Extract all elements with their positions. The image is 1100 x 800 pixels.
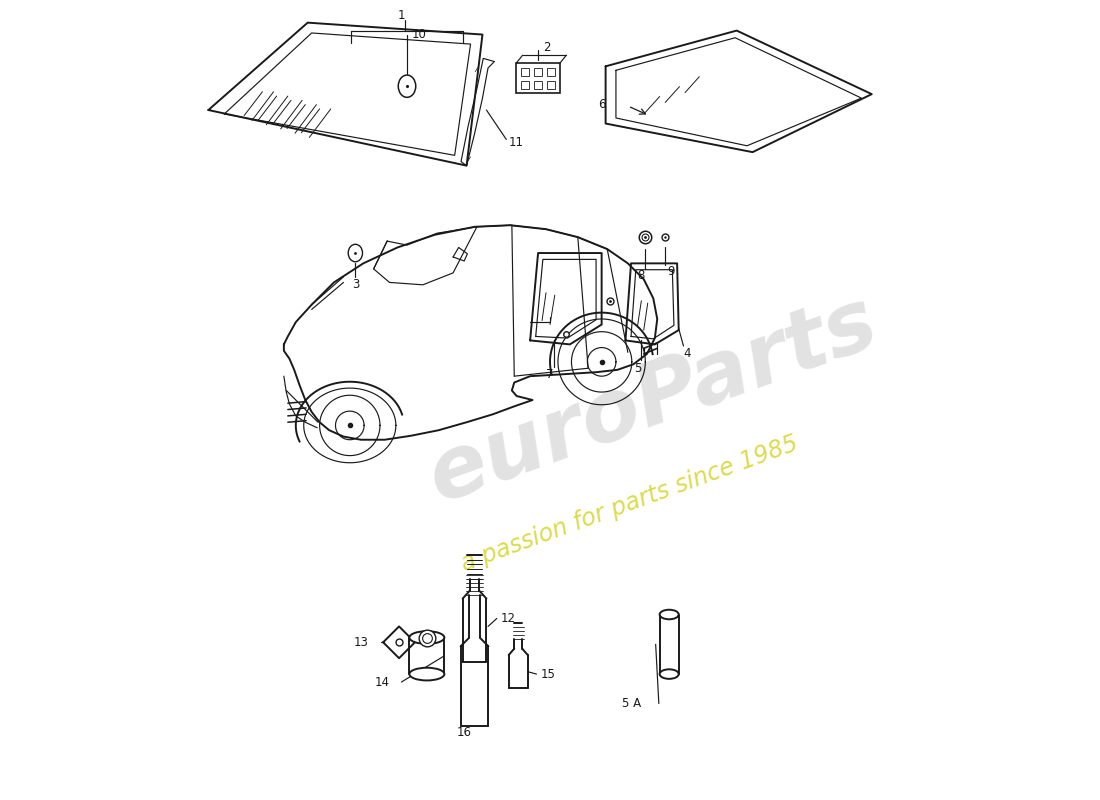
Text: 10: 10 — [411, 28, 427, 41]
Text: 16: 16 — [456, 726, 472, 738]
Text: 11: 11 — [508, 136, 524, 149]
Text: euroParts: euroParts — [417, 280, 889, 520]
FancyBboxPatch shape — [516, 63, 560, 94]
Bar — [535, 81, 542, 89]
Ellipse shape — [409, 631, 444, 644]
Bar — [547, 68, 554, 76]
Text: 8: 8 — [638, 269, 645, 282]
Ellipse shape — [398, 75, 416, 98]
Text: 2: 2 — [543, 41, 550, 54]
Text: 13: 13 — [354, 636, 368, 649]
Text: 15: 15 — [540, 667, 556, 681]
Text: 6: 6 — [598, 98, 606, 111]
Text: 7: 7 — [547, 368, 553, 381]
Text: 1: 1 — [398, 9, 405, 22]
Ellipse shape — [660, 670, 679, 679]
Ellipse shape — [660, 610, 679, 619]
Text: 5: 5 — [634, 362, 641, 374]
Text: 4: 4 — [683, 347, 691, 361]
Text: 9: 9 — [667, 265, 674, 278]
Bar — [521, 81, 529, 89]
Text: 12: 12 — [500, 612, 516, 625]
Bar — [521, 68, 529, 76]
Bar — [547, 81, 554, 89]
Text: 3: 3 — [352, 278, 359, 291]
Ellipse shape — [349, 244, 363, 262]
Bar — [535, 68, 542, 76]
Text: a passion for parts since 1985: a passion for parts since 1985 — [458, 431, 801, 575]
Text: 14: 14 — [374, 675, 389, 689]
Text: 5 A: 5 A — [623, 697, 641, 710]
Ellipse shape — [409, 668, 444, 681]
